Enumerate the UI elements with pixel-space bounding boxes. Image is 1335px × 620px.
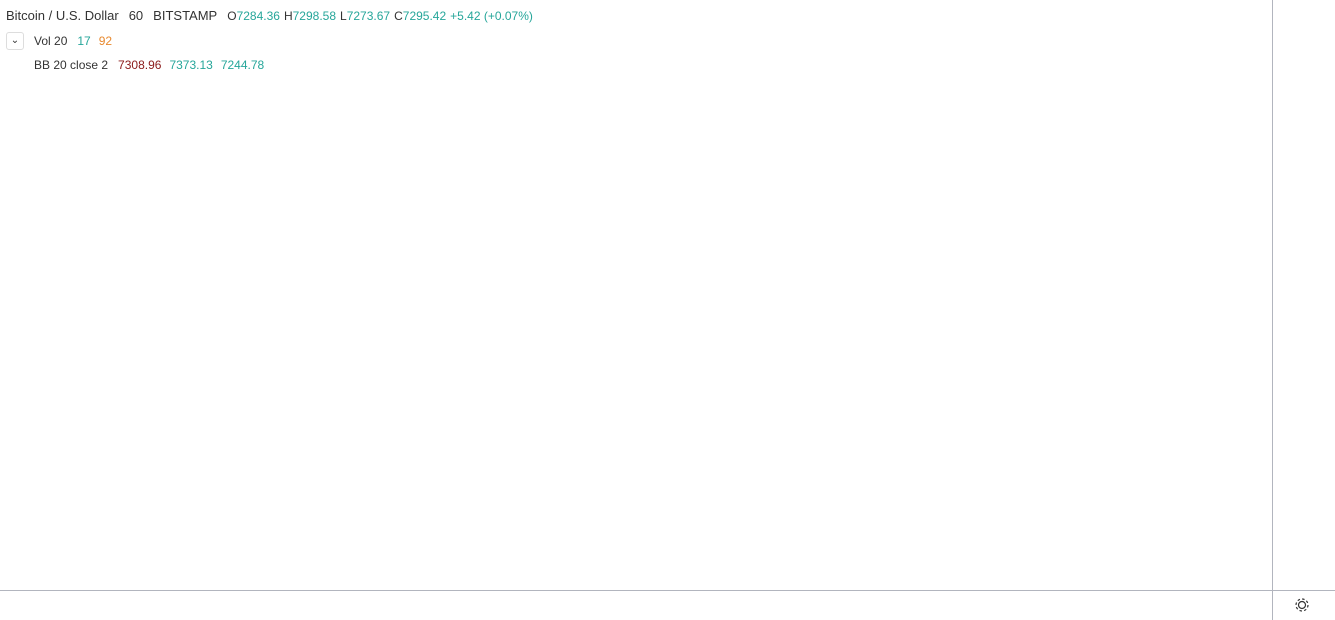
header-legend: Bitcoin / U.S. Dollar 60 BITSTAMP O 7284.… [6, 8, 533, 23]
low-label: L [340, 8, 347, 23]
symbol: Bitcoin / U.S. Dollar [6, 8, 119, 23]
interval: 60 [128, 8, 144, 23]
volume-legend: ⌄ Vol 20 17 92 [6, 32, 112, 50]
exchange: BITSTAMP [153, 8, 218, 23]
volume-last: 17 [77, 34, 91, 48]
open-label: O [227, 8, 237, 23]
change: +5.42 (+0.07%) [450, 8, 533, 23]
close-value: 7295.42 [402, 8, 447, 23]
collapse-button[interactable]: ⌄ [6, 32, 24, 50]
open-value: 7284.36 [236, 8, 280, 23]
bb-title: BB 20 close 2 [34, 58, 109, 72]
settings-icon[interactable] [1295, 598, 1309, 612]
volume-title: Vol 20 [34, 34, 68, 48]
bb-legend: BB 20 close 2 7308.96 7373.13 7244.78 [34, 58, 264, 72]
bb-lower-value: 7244.78 [220, 58, 265, 72]
high-label: H [283, 8, 293, 23]
close-label: C [394, 8, 403, 23]
bb-upper-value: 7373.13 [169, 58, 213, 72]
volume-average: 92 [98, 34, 113, 48]
high-value: 7298.58 [292, 8, 337, 23]
bb-basis-value: 7308.96 [118, 58, 162, 72]
low-value: 7273.67 [346, 8, 391, 23]
